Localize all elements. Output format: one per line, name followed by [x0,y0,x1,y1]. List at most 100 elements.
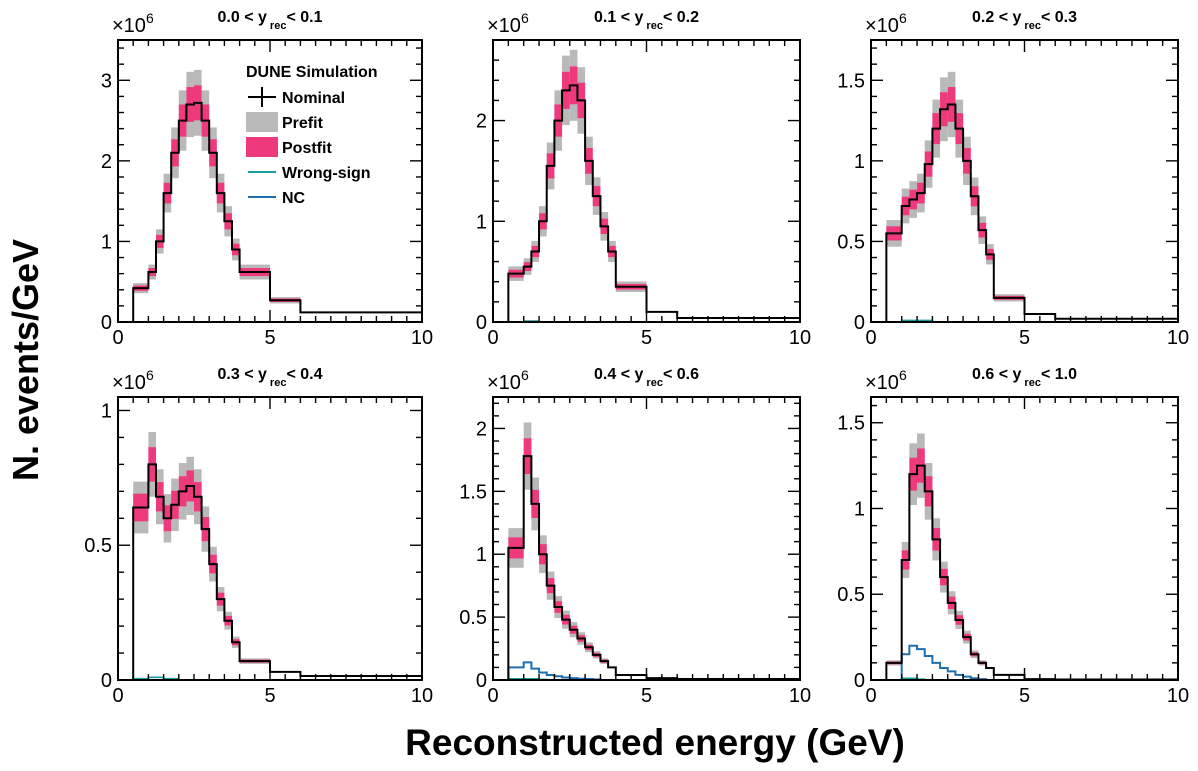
panel-title-rest: < 0.2 [663,9,699,26]
x-tick-label: 5 [264,327,275,349]
x-tick-label: 0 [112,685,123,707]
panel-title-main: 0.3 < y [218,366,267,383]
y-tick-label: 0 [854,312,865,334]
y-tick-label: 1.5 [459,481,487,503]
exponent-base: ×10 [112,372,146,394]
panel-5: 0 5 10 0 0.5 1 1.5 2 ×106 0.4 < y rec< 0.6 [459,366,811,707]
panel-title-subscript: rec [643,377,663,389]
panel-title-subscript: rec [1021,20,1041,32]
y-tick-label: 2 [476,418,487,440]
y-tick-label: 1 [854,498,865,520]
x-tick-label: 10 [411,685,433,707]
legend-label: Prefit [282,115,324,132]
legend-label: Wrong-sign [282,165,371,182]
legend-postfit-swatch [246,137,278,157]
panel-title: 0.3 < y rec< 0.4 [218,366,323,389]
y-tick-label: 1 [854,151,865,173]
exponent-label: ×106 [112,10,154,37]
exponent-power: 6 [146,10,154,26]
nominal-line [507,455,801,680]
exponent-label: ×106 [865,367,907,394]
panel-title-rest: < 0.1 [286,9,322,26]
panel-title-subscript: rec [267,377,287,389]
y-tick-label: 1.5 [837,413,865,435]
legend-label: NC [282,190,306,207]
legend-prefit-swatch [246,112,278,132]
nominal-line [507,84,801,322]
exponent-base: ×10 [865,372,899,394]
x-tick-label: 5 [264,685,275,707]
y-tick-label: 1 [476,544,487,566]
panel-title: 0.2 < y rec< 0.3 [972,9,1077,32]
exponent-power: 6 [521,10,529,26]
panel-title-rest: < 0.6 [663,366,699,383]
exponent-base: ×10 [487,15,521,37]
y-tick-label: 2 [476,111,487,133]
y-tick-label: 0 [101,670,112,692]
y-tick-label: 1 [476,211,487,233]
legend-label: Nominal [282,90,345,107]
y-tick-label: 3 [101,70,112,92]
exponent-power: 6 [146,367,154,383]
panel-title-subscript: rec [643,20,663,32]
y-tick-label: 0.5 [84,535,112,557]
y-tick-label: 0.5 [837,584,865,606]
x-tick-label: 10 [1167,685,1189,707]
y-tick-label: 0 [476,670,487,692]
y-tick-label: 2 [101,151,112,173]
exponent-power: 6 [899,10,907,26]
y-tick-label: 1 [101,231,112,253]
panel-title-main: 0.4 < y [594,366,643,383]
x-tick-label: 0 [487,327,498,349]
panel-3: 0 5 10 0 0.5 1 1.5 ×106 0.2 < y rec< 0.3 [837,9,1189,349]
panel-4: 0 5 10 0 0.5 1×106 0.3 < y rec< 0.4 [84,366,433,707]
x-tick-label: 10 [789,327,811,349]
x-tick-label: 0 [865,685,876,707]
panel-title-main: 0.6 < y [972,366,1021,383]
x-axis-label: Reconstructed energy (GeV) [405,722,905,763]
y-tick-label: 0.5 [837,231,865,253]
y-tick-label: 0.5 [459,607,487,629]
exponent-label: ×106 [487,10,529,37]
exponent-label: ×106 [112,367,154,394]
plot-frame [492,39,801,323]
panel-6: 0 5 10 0 0.5 1 1.5×106 0.6 < y rec< 1.0 [837,366,1189,707]
x-tick-label: 5 [641,327,652,349]
panel-title-main: 0.2 < y [972,9,1021,26]
exponent-label: ×106 [865,10,907,37]
nc-line [886,644,1178,681]
panel-title: 0.0 < y rec< 0.1 [218,9,323,32]
x-tick-label: 0 [112,327,123,349]
exponent-base: ×10 [865,15,899,37]
nominal-line [132,101,423,322]
exponent-power: 6 [899,367,907,383]
panel-1: 0 5 10 0 1 2 3 ×106 0.0 < y rec< 0.1 [101,9,433,349]
panel-title-rest: < 0.4 [286,366,322,383]
nominal-line [132,463,423,680]
exponent-base: ×10 [487,372,521,394]
legend-title: DUNE Simulation [246,64,378,81]
legend-label: Postfit [282,140,332,157]
exponent-power: 6 [521,367,529,383]
x-tick-label: 5 [1019,327,1030,349]
panel-title-main: 0.0 < y [218,9,267,26]
x-tick-label: 10 [411,327,433,349]
y-tick-label: 0 [101,312,112,334]
y-tick-label: 0 [854,670,865,692]
panel-title-subscript: rec [1021,377,1041,389]
legend: DUNE Simulation Nominal Prefit Postfit Wrong… [246,64,378,207]
panel-title: 0.4 < y rec< 0.6 [594,366,699,389]
exponent-label: ×106 [487,367,529,394]
panel-title: 0.1 < y rec< 0.2 [594,9,699,32]
x-tick-label: 10 [789,685,811,707]
x-tick-label: 0 [865,327,876,349]
x-tick-label: 0 [487,685,498,707]
exponent-base: ×10 [112,15,146,37]
panel-title-main: 0.1 < y [594,9,643,26]
y-tick-label: 1.5 [837,70,865,92]
panel-title-rest: < 0.3 [1041,9,1077,26]
panel-title: 0.6 < y rec< 1.0 [972,366,1077,389]
x-tick-label: 10 [1167,327,1189,349]
panel-title-subscript: rec [267,20,287,32]
x-tick-label: 5 [641,685,652,707]
